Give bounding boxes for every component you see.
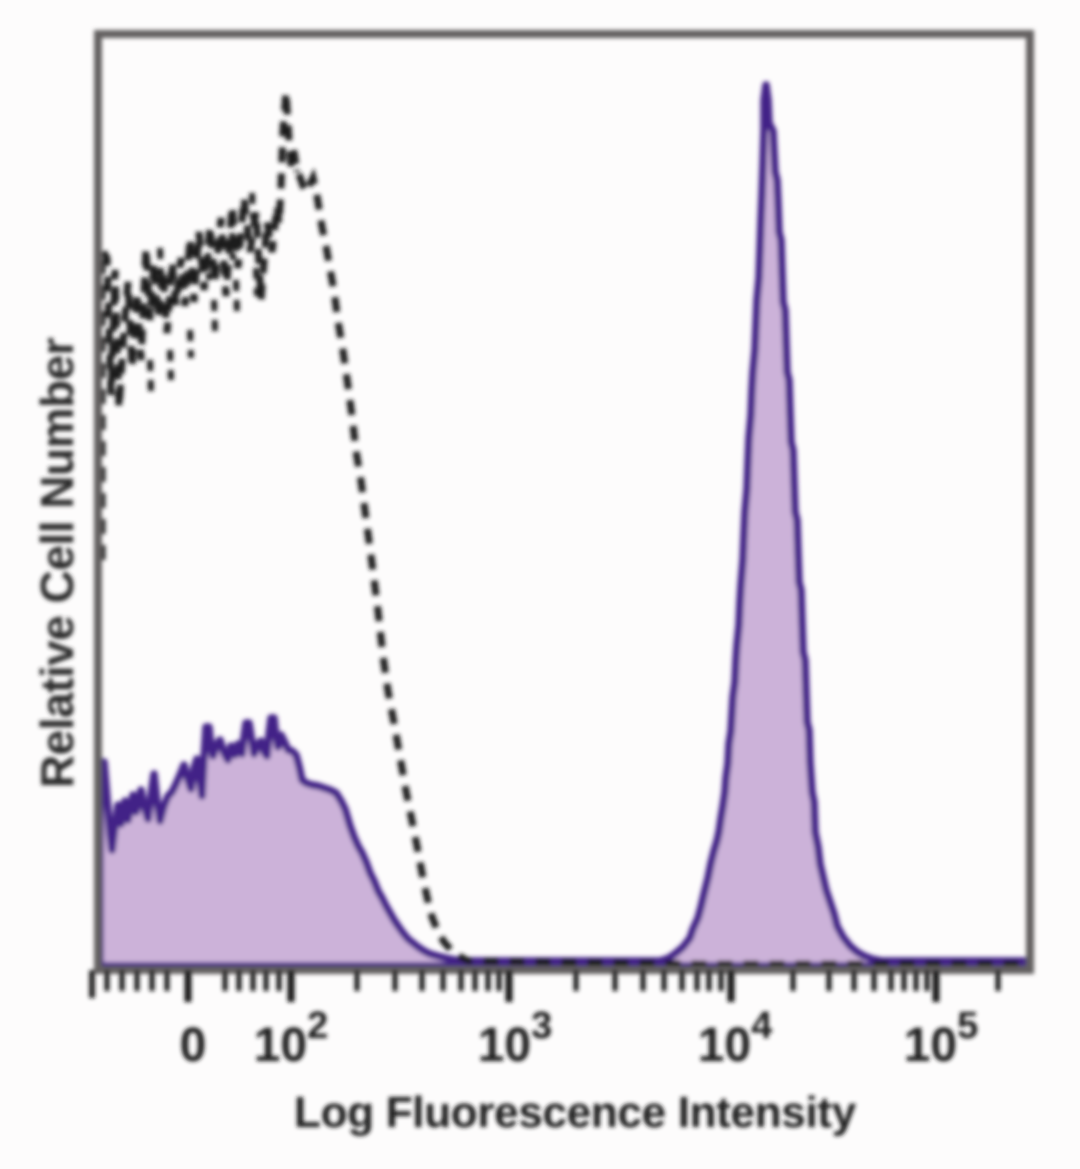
svg-text:Log Fluorescence Intensity: Log Fluorescence Intensity: [294, 1088, 857, 1137]
svg-text:105: 105: [904, 1005, 979, 1072]
svg-text:103: 103: [478, 1005, 553, 1072]
svg-text:104: 104: [698, 1005, 773, 1072]
svg-text:0: 0: [180, 1019, 207, 1072]
svg-text:Relative Cell Number: Relative Cell Number: [31, 337, 83, 788]
svg-text:102: 102: [254, 1005, 329, 1072]
